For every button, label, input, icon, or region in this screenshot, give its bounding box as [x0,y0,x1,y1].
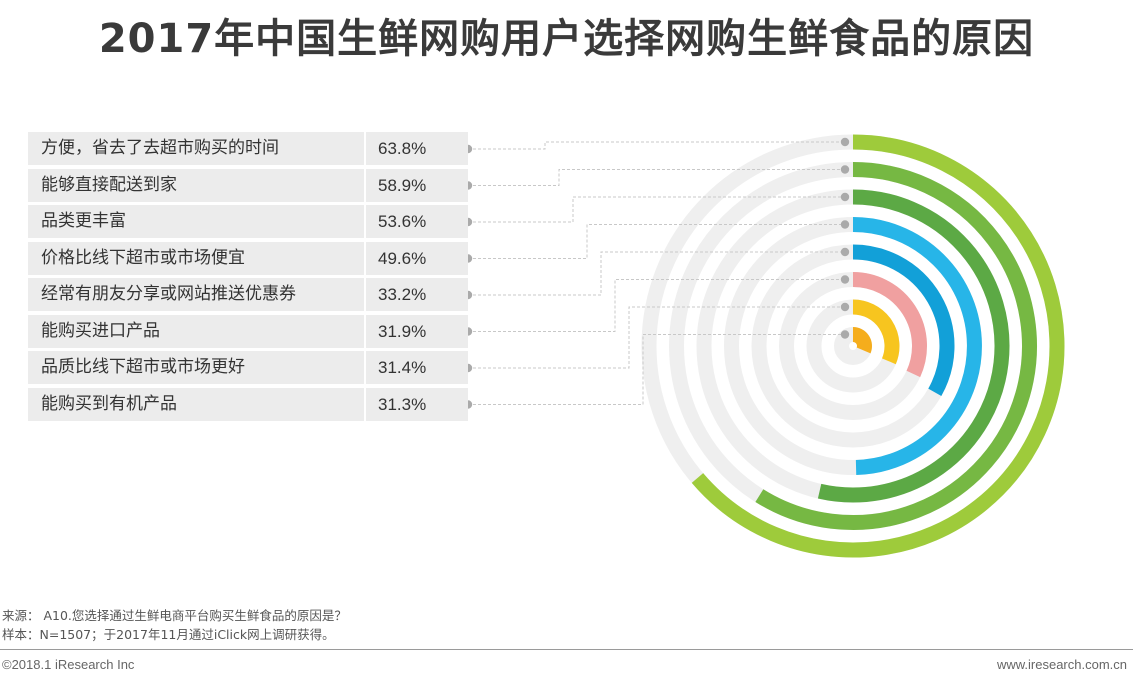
ring-dot [840,137,850,147]
category-label: 能购买到有机产品 [28,387,364,421]
value-arc [817,189,1010,503]
source-note: 来源： A10.您选择通过生鲜电商平台购买生鲜食品的原因是？ [2,608,347,623]
page-title: 2017年中国生鲜网购用户选择网购生鲜食品的原因 [98,16,1035,62]
leader-line [468,251,845,296]
value-arc [755,162,1037,530]
ring-dot [840,275,850,284]
value-label: 31.9% [366,314,468,348]
sample-note: 样本：N=1507；于2017年11月通过iClick网上调研获得。 [2,627,335,642]
value-arc [852,299,900,365]
value-arc [691,134,1065,558]
ring-dot [840,165,850,174]
value-arc [852,244,955,397]
leader-line [468,306,845,369]
value-arc [852,217,982,475]
value-label: 31.4% [366,351,468,384]
ring-dot [840,220,850,229]
leader-line [468,224,845,259]
ring-dot [840,247,850,257]
radial-bar-chart [463,134,1065,558]
value-label: 53.6% [366,205,468,238]
category-label: 品质比线下超市或市场更好 [28,351,364,384]
value-label: 31.3% [366,387,468,421]
category-label: 能购买进口产品 [28,314,364,348]
website-link[interactable]: www.iresearch.com.cn [996,657,1127,672]
copyright: ©2018.1 iResearch Inc [2,657,135,672]
ring-dot [840,192,850,202]
value-label: 58.9% [366,168,468,202]
leader-line [468,334,845,405]
value-arc [852,272,927,378]
value-arc [852,327,872,354]
value-label: 63.8% [366,132,468,165]
footer-divider [0,649,1133,650]
category-label: 品类更丰富 [28,205,364,238]
ring-dot [840,330,850,339]
leader-line [468,196,845,223]
ring-dot [840,302,850,312]
category-label: 能够直接配送到家 [28,168,364,202]
leader-line [468,141,845,150]
leader-line [468,169,845,186]
value-label: 49.6% [366,241,468,275]
category-label: 价格比线下超市或市场便宜 [28,241,364,275]
value-label: 33.2% [366,278,468,311]
category-label: 经常有朋友分享或网站推送优惠券 [28,278,364,311]
leader-line [468,279,845,332]
category-label: 方便，省去了去超市购买的时间 [28,132,364,165]
